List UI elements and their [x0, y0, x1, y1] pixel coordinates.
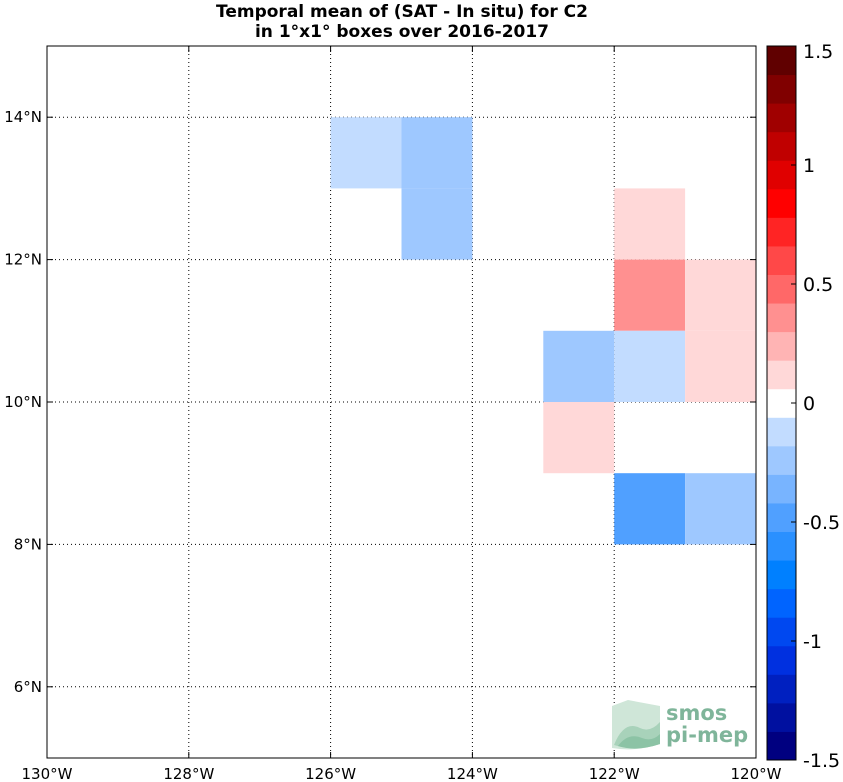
colorbar-tick-label: 1.5 [803, 41, 833, 63]
colorbar-swatch [767, 46, 796, 76]
data-cell [685, 330, 756, 402]
colorbar-swatch [767, 588, 796, 618]
data-cell [543, 330, 615, 402]
x-tick-label: 130°W [22, 765, 73, 782]
data-cell [685, 259, 756, 331]
data-cell [614, 473, 686, 545]
x-tick-label: 122°W [589, 765, 640, 782]
x-tick-label: 128°W [163, 765, 214, 782]
colorbar-tick-label: -1 [803, 631, 822, 653]
colorbar-swatch [767, 445, 796, 475]
colorbar-swatch [767, 274, 796, 304]
colorbar-tick-label: -0.5 [803, 512, 840, 534]
colorbar-swatches [767, 46, 796, 761]
logo-wave-icon [612, 700, 660, 750]
y-tick-label: 14°N [4, 108, 42, 126]
y-tick-label: 8°N [14, 535, 42, 553]
colorbar-tick-label: -1.5 [803, 750, 840, 772]
colorbar-tick-label: 1 [803, 155, 815, 177]
y-tick-label: 6°N [14, 678, 42, 696]
colorbar-swatch [767, 245, 796, 275]
colorbar-swatch [767, 502, 796, 533]
data-cell [614, 188, 686, 260]
colorbar-swatch [767, 674, 796, 704]
data-cell [543, 402, 615, 474]
colorbar-swatch [767, 474, 796, 504]
colorbar-swatch [767, 360, 796, 390]
chart-title-line-2: in 1°x1° boxes over 2016-2017 [255, 22, 549, 42]
data-cell [614, 259, 686, 331]
colorbar-swatch [767, 731, 796, 761]
data-cells [330, 117, 756, 545]
x-tick-label: 126°W [305, 765, 356, 782]
y-tick-label: 12°N [4, 251, 42, 269]
data-cell [401, 188, 473, 260]
axis-ticks: 130°W 128°W 126°W 124°W 122°W 120°W 6°N 8°N 10°N… [4, 46, 782, 782]
x-tick-label: 124°W [447, 765, 498, 782]
colorbar-swatch [767, 702, 796, 732]
colorbar-swatch [767, 217, 796, 247]
colorbar-swatch [767, 617, 796, 647]
colorbar-swatch [767, 103, 796, 133]
logo-text-smos: smos [666, 701, 727, 725]
data-cell [614, 330, 686, 402]
colorbar-swatch [767, 303, 796, 333]
colorbar-tick-label: 0.5 [803, 274, 833, 296]
colorbar-ticks: 1.5 1 0.5 0 -0.5 -1 -1.5 [791, 41, 840, 772]
data-cell [685, 473, 756, 545]
colorbar-swatch [767, 74, 796, 104]
colorbar-swatch [767, 417, 796, 447]
colorbar-swatch [767, 560, 796, 590]
colorbar-swatch [767, 131, 796, 161]
data-cell [330, 117, 402, 189]
chart-title-line-1: Temporal mean of (SAT - In situ) for C2 [216, 2, 588, 22]
smos-pimep-logo: smos pi-mep [612, 700, 748, 750]
colorbar-swatch [767, 645, 796, 675]
data-cell [401, 117, 473, 189]
x-tick-label: 120°W [731, 765, 782, 782]
colorbar-swatch [767, 188, 796, 218]
colorbar-tick-label: 0 [803, 393, 815, 415]
colorbar-swatch [767, 331, 796, 361]
colorbar-swatch [767, 531, 796, 561]
colorbar: 1.5 1 0.5 0 -0.5 -1 -1.5 [766, 41, 840, 772]
y-tick-label: 10°N [4, 393, 42, 411]
logo-text-pimep: pi-mep [666, 723, 748, 747]
